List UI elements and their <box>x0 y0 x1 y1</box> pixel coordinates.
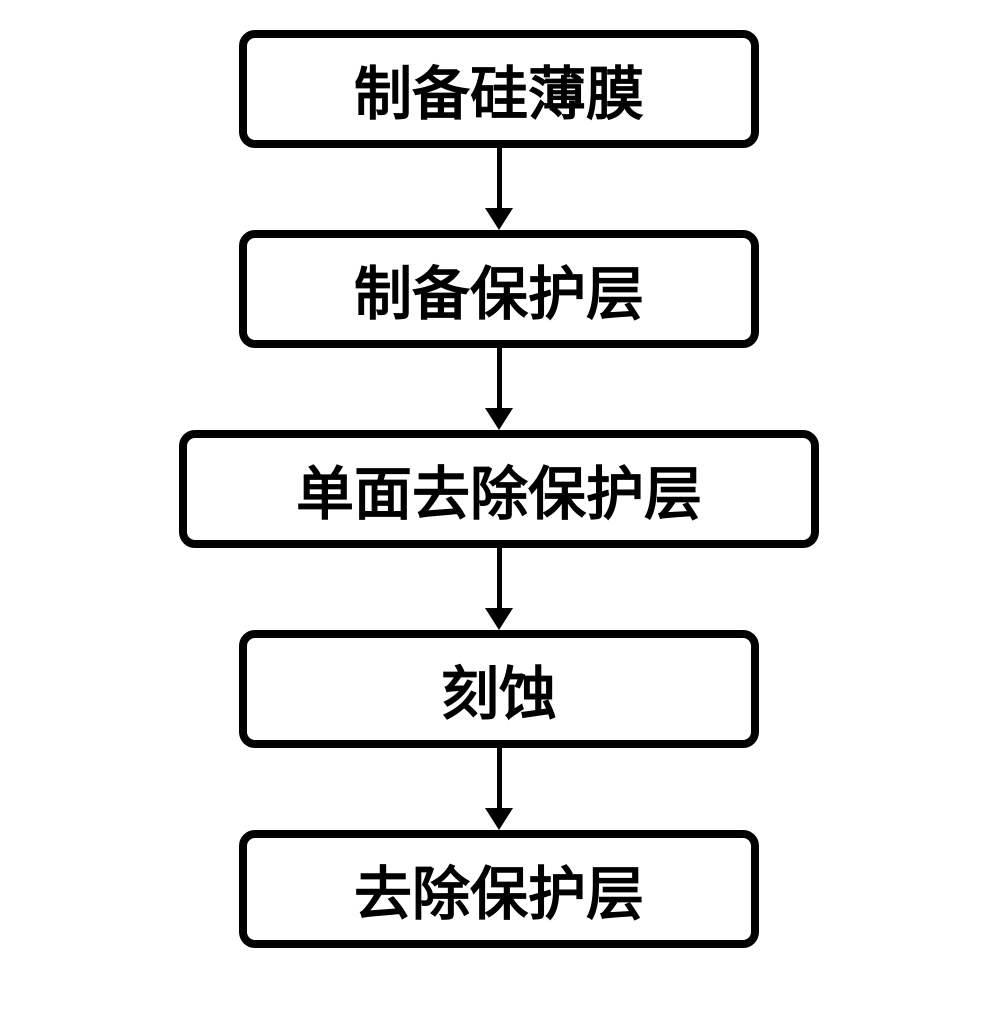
node-label: 制备保护层 <box>354 247 644 331</box>
node-label: 制备硅薄膜 <box>354 47 644 131</box>
arrow-head-icon <box>485 608 513 630</box>
flowchart-container: 制备硅薄膜 制备保护层 单面去除保护层 刻蚀 去除保护层 <box>179 30 819 948</box>
arrow-3 <box>485 548 513 630</box>
arrow-line <box>497 548 502 608</box>
flow-node-4: 刻蚀 <box>239 630 759 748</box>
flow-node-2: 制备保护层 <box>239 230 759 348</box>
node-label: 去除保护层 <box>354 847 644 931</box>
arrow-line <box>497 748 502 808</box>
arrow-head-icon <box>485 208 513 230</box>
flow-node-3: 单面去除保护层 <box>179 430 819 548</box>
flow-node-5: 去除保护层 <box>239 830 759 948</box>
arrow-line <box>497 348 502 408</box>
flow-node-1: 制备硅薄膜 <box>239 30 759 148</box>
arrow-head-icon <box>485 408 513 430</box>
node-label: 刻蚀 <box>441 647 557 731</box>
node-label: 单面去除保护层 <box>296 447 702 531</box>
arrow-1 <box>485 148 513 230</box>
arrow-head-icon <box>485 808 513 830</box>
arrow-line <box>497 148 502 208</box>
arrow-2 <box>485 348 513 430</box>
arrow-4 <box>485 748 513 830</box>
